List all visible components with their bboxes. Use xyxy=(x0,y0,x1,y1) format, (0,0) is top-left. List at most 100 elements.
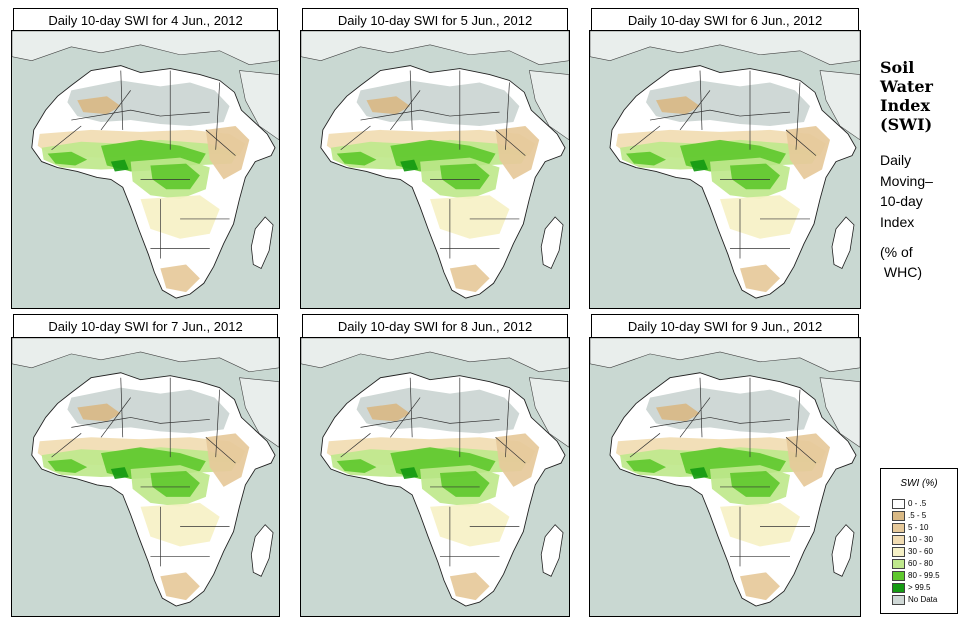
swi-region xyxy=(336,151,377,166)
africa-map-4 xyxy=(12,338,279,607)
country-border xyxy=(390,397,421,438)
swi-region xyxy=(400,467,419,479)
swi-region xyxy=(160,264,200,293)
country-border xyxy=(390,90,421,131)
legend-label: 60 - 80 xyxy=(908,559,933,568)
country-border xyxy=(71,109,210,121)
swi-region xyxy=(730,471,780,497)
country-border xyxy=(340,125,371,150)
legend-swatch xyxy=(892,523,905,533)
index-description-line: 10-day xyxy=(880,193,923,209)
swi-region xyxy=(47,459,88,474)
swi-region xyxy=(656,96,700,115)
legend-title: SWI (%) xyxy=(900,478,938,489)
africa-map-3 xyxy=(590,31,860,299)
no-data-region xyxy=(67,387,230,434)
legend: SWI (%) 0 - .5 .5 - 5 5 - 10 10 - 30 30 … xyxy=(880,468,958,614)
madagascar-land xyxy=(250,216,274,269)
swi-region xyxy=(366,403,411,422)
country-border xyxy=(120,70,124,130)
country-border xyxy=(785,437,817,464)
panel-title-1: Daily 10-day SWI for 4 Jun., 2012 xyxy=(13,8,278,33)
legend-swatch xyxy=(892,571,905,581)
country-border xyxy=(360,417,500,428)
legend-label: 80 - 99.5 xyxy=(908,571,940,580)
country-border xyxy=(699,377,703,438)
legend-label: No Data xyxy=(908,595,938,604)
swi-region xyxy=(150,163,200,190)
country-border xyxy=(679,90,711,131)
index-title-line: Index xyxy=(880,96,931,115)
index-unit: (% of WHC) xyxy=(880,242,922,282)
country-border xyxy=(505,389,510,458)
country-border xyxy=(785,129,817,156)
no-data-region xyxy=(356,387,520,434)
country-border xyxy=(51,125,82,150)
country-border xyxy=(215,389,221,458)
legend-swatch xyxy=(892,547,905,557)
index-title-line: (SWI) xyxy=(880,115,933,134)
legend-swatch xyxy=(892,511,905,521)
map-panel-1 xyxy=(11,30,280,309)
map-panel-2 xyxy=(300,30,570,309)
country-border xyxy=(505,82,510,150)
panel-title-4: Daily 10-day SWI for 7 Jun., 2012 xyxy=(13,314,278,339)
legend-label: 0 - .5 xyxy=(908,499,927,508)
legend-item: 10 - 30 xyxy=(892,535,933,545)
country-border xyxy=(409,70,413,130)
swi-region xyxy=(160,572,200,601)
no-data-region xyxy=(646,80,810,126)
swi-region xyxy=(336,459,377,474)
country-border xyxy=(649,417,791,428)
legend-item: 30 - 60 xyxy=(892,547,933,557)
country-border xyxy=(679,397,711,438)
legend-item: 60 - 80 xyxy=(892,559,933,569)
swi-region xyxy=(690,159,708,172)
map-panel-3 xyxy=(589,30,861,309)
map-panel-4 xyxy=(11,337,280,617)
africa-map-1 xyxy=(12,31,279,299)
panel-title-6: Daily 10-day SWI for 9 Jun., 2012 xyxy=(591,314,859,339)
panel-title-5: Daily 10-day SWI for 8 Jun., 2012 xyxy=(302,314,568,339)
africa-map-5 xyxy=(301,338,569,607)
europe-land xyxy=(12,338,279,373)
legend-item: 5 - 10 xyxy=(892,523,928,533)
arabia-land xyxy=(819,377,860,448)
index-unit-line: (% of xyxy=(880,244,913,260)
swi-region xyxy=(77,96,121,115)
swi-region xyxy=(110,467,129,479)
swi-region xyxy=(730,163,780,190)
country-border xyxy=(795,389,801,458)
europe-land xyxy=(301,31,569,65)
index-description: Daily Moving– 10-day Index xyxy=(880,150,933,232)
europe-land xyxy=(590,338,860,373)
country-border xyxy=(649,109,791,121)
africa-map-6 xyxy=(590,338,860,607)
country-border xyxy=(100,397,131,438)
country-border xyxy=(205,437,236,464)
legend-item: 0 - .5 xyxy=(892,499,926,509)
swi-region xyxy=(110,159,129,172)
madagascar-land xyxy=(831,524,855,577)
country-border xyxy=(71,417,210,428)
country-border xyxy=(629,125,661,150)
swi-region xyxy=(740,572,780,601)
swi-region xyxy=(690,467,708,479)
index-title-line: Water xyxy=(880,77,933,96)
madagascar-land xyxy=(831,216,855,269)
index-title-line: Soil xyxy=(880,58,915,77)
legend-item: .5 - 5 xyxy=(892,511,926,521)
panel-title-3: Daily 10-day SWI for 6 Jun., 2012 xyxy=(591,8,859,33)
swi-region xyxy=(77,403,121,422)
legend-swatch xyxy=(892,499,905,509)
swi-region xyxy=(626,151,666,166)
country-border xyxy=(629,433,661,458)
index-description-line: Moving– xyxy=(880,172,933,189)
europe-land xyxy=(301,338,569,373)
legend-label: .5 - 5 xyxy=(908,511,927,520)
no-data-region xyxy=(646,387,810,434)
country-border xyxy=(795,82,801,150)
index-description-line: Index xyxy=(880,213,915,230)
index-title: Soil Water Index (SWI) xyxy=(880,58,933,134)
country-border xyxy=(495,129,526,156)
